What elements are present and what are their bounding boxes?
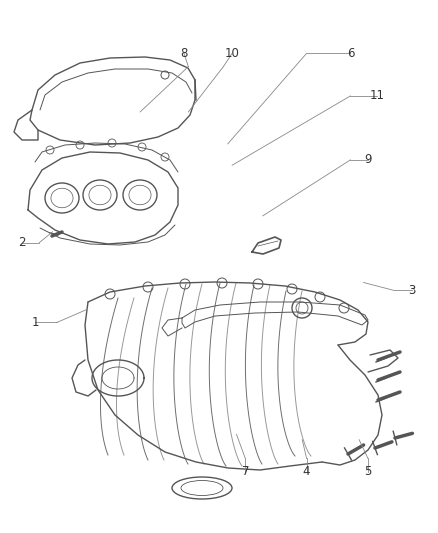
Text: 6: 6	[346, 47, 354, 60]
Text: 9: 9	[364, 154, 372, 166]
Text: 3: 3	[408, 284, 415, 297]
Text: 11: 11	[369, 90, 384, 102]
Text: 4: 4	[303, 465, 311, 478]
Text: 5: 5	[364, 465, 371, 478]
Text: 8: 8	[180, 47, 187, 60]
Text: 7: 7	[241, 465, 249, 478]
Text: 10: 10	[225, 47, 240, 60]
Text: 2: 2	[18, 236, 26, 249]
Text: 1: 1	[31, 316, 39, 329]
